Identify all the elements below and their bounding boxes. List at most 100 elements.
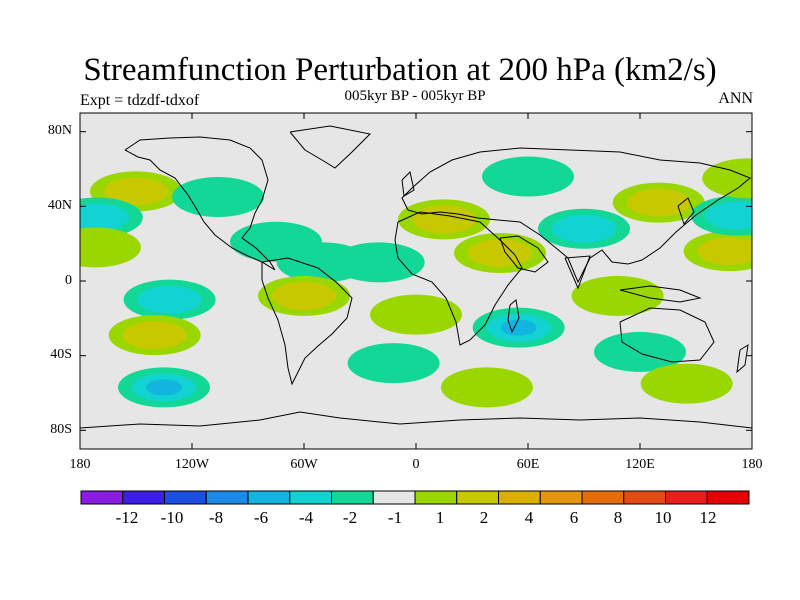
coast-uk — [401, 171, 415, 197]
lon-label-180e: 180 — [741, 457, 763, 472]
coast-south-america — [261, 257, 353, 386]
colorbar-swatch — [205, 490, 249, 505]
colorbar-label: 1 — [435, 508, 445, 527]
lon-label-60w: 60W — [290, 457, 318, 472]
positive-anomaly — [370, 294, 462, 335]
contour-level-1 — [332, 242, 425, 283]
colorbar-label: -10 — [160, 508, 184, 527]
lat-label-80s: 80S — [50, 422, 72, 437]
positive-anomaly — [683, 231, 752, 272]
lat-label-80n: 80N — [47, 123, 72, 138]
axis-ticks — [79, 113, 753, 449]
colorbar-label: -8 — [208, 508, 224, 527]
colorbar-swatch — [456, 490, 499, 505]
positive-anomaly — [454, 233, 546, 273]
lat-label-40n: 40N — [47, 198, 72, 213]
colorbar-swatch — [372, 490, 416, 505]
positive-anomaly — [612, 182, 705, 223]
positive-anomaly — [258, 275, 350, 316]
contour-level-2 — [272, 281, 336, 310]
contour-level-3 — [500, 319, 537, 336]
lon-label-180w: 180 — [69, 457, 91, 472]
colorbar-swatch — [122, 490, 165, 505]
contour-level-2 — [705, 201, 752, 230]
negative-anomaly — [594, 331, 686, 372]
coast-greenland — [289, 125, 372, 169]
contour-level-1 — [482, 156, 574, 197]
colorbar-label: 10 — [654, 508, 672, 527]
colorbar-swatch — [539, 490, 583, 505]
coast-antarctica — [80, 411, 752, 429]
colorbar-swatch — [289, 490, 332, 505]
colorbar-label: 4 — [524, 508, 534, 527]
negative-anomaly — [172, 177, 265, 217]
lon-label-60e: 60E — [516, 457, 540, 472]
colorbar-swatch — [247, 490, 291, 505]
colorbar-label: 2 — [479, 508, 489, 527]
coast-india — [564, 255, 591, 290]
colorbar-swatch — [80, 490, 124, 505]
contour-level-1 — [702, 158, 752, 199]
contour-level-1 — [571, 275, 664, 316]
colorbar-label: -1 — [387, 508, 403, 527]
lon-label-120e: 120E — [625, 457, 655, 472]
colorbar-swatch — [331, 490, 374, 505]
coastlines — [80, 125, 752, 429]
contour-level-2 — [80, 203, 129, 232]
figure-subtitle: 005kyr BP - 005kyr BP — [344, 88, 486, 104]
positive-anomaly — [80, 227, 141, 268]
coast-new-zealand — [736, 344, 749, 374]
contour-level-2 — [468, 239, 532, 267]
positive-anomaly — [702, 158, 752, 199]
coast-north-america — [124, 136, 276, 271]
positive-anomaly — [108, 315, 201, 356]
contour-level-1 — [370, 294, 462, 335]
positive-anomaly — [571, 275, 664, 316]
contour-level-1 — [172, 177, 265, 217]
colorbar-label: -12 — [115, 508, 139, 527]
anomaly-layer — [80, 156, 752, 408]
colorbar-swatch — [581, 490, 625, 505]
contour-level-1 — [80, 227, 141, 268]
negative-anomaly — [347, 343, 440, 384]
contour-level-1 — [347, 343, 440, 384]
coast-africa — [394, 211, 523, 346]
lon-label-120w: 120W — [174, 457, 210, 472]
negative-anomaly — [332, 242, 425, 283]
contour-level-3 — [146, 379, 182, 396]
coast-madagascar — [507, 299, 520, 334]
colorbar-label: -4 — [298, 508, 314, 527]
positive-anomaly — [398, 199, 490, 240]
negative-anomaly — [123, 279, 216, 320]
colorbar-swatch — [164, 490, 207, 505]
coast-australia — [619, 307, 715, 363]
contour-level-2 — [697, 237, 752, 266]
negative-anomaly — [691, 195, 752, 236]
experiment-label: Expt = tdzdf-tdxof — [80, 92, 200, 109]
colorbar-label: 6 — [569, 508, 579, 527]
coast-arabia — [499, 235, 549, 273]
coast-eurasia — [401, 147, 751, 284]
colorbar-swatch — [706, 490, 750, 505]
contour-level-2 — [412, 205, 476, 234]
contour-level-2 — [552, 214, 616, 243]
contour-level-2 — [137, 285, 202, 314]
figure-title: Streamfunction Perturbation at 200 hPa (… — [83, 52, 717, 88]
lon-label-0: 0 — [412, 457, 420, 472]
lat-label-40s: 40S — [50, 347, 72, 362]
colorbar-swatch — [498, 490, 541, 505]
colorbar-swatch — [414, 490, 458, 505]
negative-anomaly — [118, 367, 210, 408]
lat-label-eq: 0 — [65, 273, 72, 288]
positive-anomaly — [440, 367, 533, 408]
negative-anomaly — [482, 156, 574, 197]
colorbar-label: -6 — [253, 508, 269, 527]
colorbar-swatch — [623, 490, 666, 505]
coast-maritime-continent — [619, 285, 702, 303]
colorbar — [80, 490, 750, 505]
colorbar-swatch — [665, 490, 708, 505]
contour-level-1 — [440, 367, 533, 408]
season-label: ANN — [718, 90, 753, 107]
contour-level-2 — [122, 321, 187, 350]
contour-level-1 — [640, 363, 733, 404]
